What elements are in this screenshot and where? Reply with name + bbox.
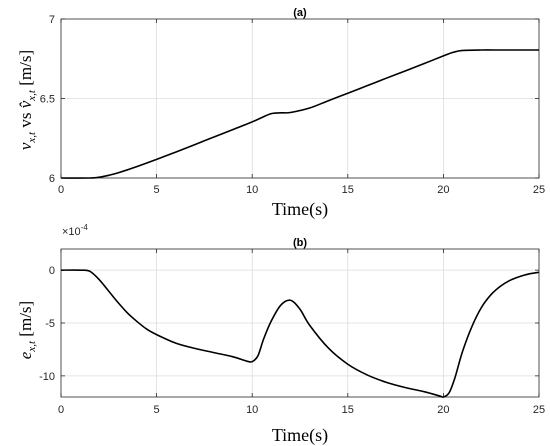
panel-a-x-tick-label: 15 — [342, 184, 354, 196]
panel-a-title: (a) — [293, 7, 307, 19]
panel-b-series-line — [60, 269, 540, 398]
panel-b-y-multiplier: ×10-4 — [62, 223, 88, 238]
panel-b-y-axis-label: ex,t [m/s] — [16, 301, 38, 359]
panel-b-y-multiplier-exponent: -4 — [81, 223, 89, 232]
panel-a-x-axis-label: Time(s) — [272, 199, 328, 220]
panel-a-ylabel-v-sub: x,t — [26, 131, 38, 144]
panel-b-x-tick-label: 25 — [533, 404, 545, 416]
panel-b-x-tick-label: 15 — [342, 404, 354, 416]
panel-b-x-tick-label: 5 — [154, 404, 160, 416]
panel-a-ticks: 0 5 10 15 20 25 6 6.5 7 — [40, 14, 545, 196]
panel-a-x-tick-label: 25 — [533, 184, 545, 196]
panel-b-y-tick-label: -5 — [45, 318, 55, 330]
panel-a-ylabel-v: v — [16, 142, 35, 150]
panel-a-y-axis-label: vx,t vs v̂x,t [m/s] — [16, 50, 38, 150]
panel-a-series-line — [60, 49, 539, 179]
panel-a-x-tick-label: 5 — [154, 184, 160, 196]
panel-a-grid — [61, 19, 539, 178]
panel-b-ticks: 0 5 10 15 20 25 0 -5 -10 — [39, 249, 545, 416]
panel-a-y-tick-label: 6.5 — [40, 94, 55, 106]
panel-b-grid — [61, 249, 539, 397]
panel-a-x-tick-label: 0 — [58, 184, 64, 196]
panel-b-y-tick-label: 0 — [49, 265, 55, 277]
panel-b-y-multiplier-base: ×10 — [62, 226, 81, 238]
panel-a-ylabel-vs: vs — [16, 108, 35, 132]
panel-b-y-tick-label: -10 — [39, 371, 55, 383]
panel-a-y-tick-label: 7 — [49, 14, 55, 26]
panel-a-x-tick-label: 10 — [246, 184, 258, 196]
panel-b-x-axis-label: Time(s) — [272, 425, 328, 446]
panel-b-x-tick-label: 20 — [437, 404, 449, 416]
panel-a-y-tick-label: 6 — [49, 173, 55, 185]
panel-b-ylabel-e: e — [16, 351, 35, 359]
panel-b-x-tick-label: 10 — [246, 404, 258, 416]
panel-b-ylabel-e-sub: x,t — [26, 340, 38, 353]
panel-b-title: (b) — [293, 237, 307, 249]
panel-a-ylabel-unit: [m/s] — [16, 50, 35, 90]
panel-b-x-tick-label: 0 — [58, 404, 64, 416]
panel-a-x-tick-label: 20 — [437, 184, 449, 196]
panel-a-ylabel-vhat-sub: x,t — [26, 89, 38, 102]
panel-b-ylabel-unit: [m/s] — [16, 301, 35, 341]
panel-b-chart: 0 5 10 15 20 25 0 -5 -10 (b) ×10-4 Time(s) ex,t … — [16, 223, 545, 446]
panel-a-ylabel-vhat: v̂ — [16, 100, 35, 108]
